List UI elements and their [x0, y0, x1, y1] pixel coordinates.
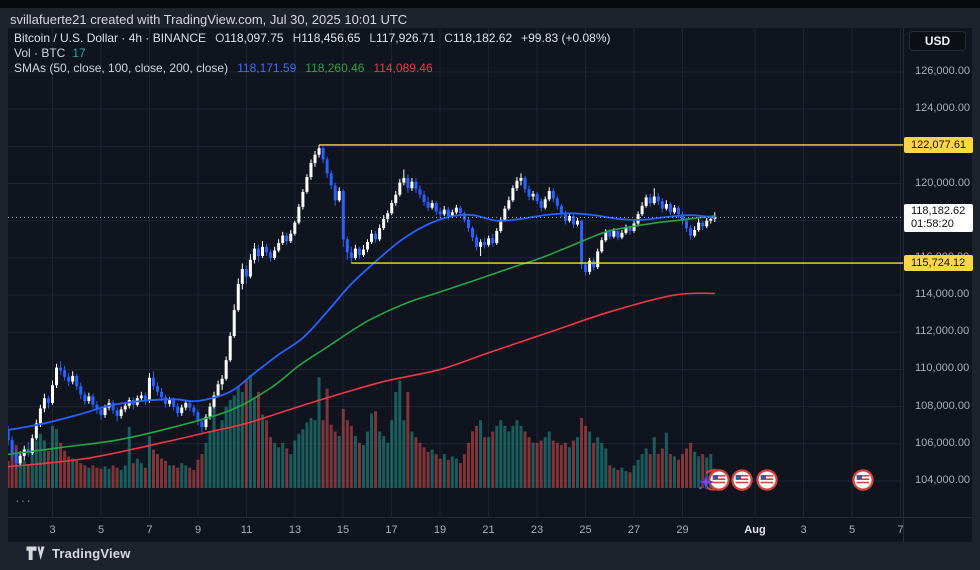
legend-sma-row: SMAs (50, close, 100, close, 200, close)… — [14, 61, 611, 76]
time-axis-label: 29 — [676, 524, 689, 536]
close-label: C — [444, 31, 453, 45]
high-label: H — [292, 31, 302, 45]
legend-symbol-row: Bitcoin / U.S. Dollar · 4h · BINANCE O118… — [14, 31, 611, 46]
tradingview-logo[interactable]: TradingView — [26, 546, 131, 561]
sparkle-marker-icon[interactable] — [698, 474, 714, 490]
economic-event-flag-icon[interactable] — [850, 469, 876, 491]
price-axis-label: 114,000.00 — [915, 288, 970, 301]
tradingview-logo-icon — [26, 546, 45, 560]
time-axis-label: 27 — [627, 524, 641, 536]
legend-more-ellipsis[interactable]: ··· — [15, 492, 32, 508]
time-axis-label: 5 — [97, 524, 105, 536]
chart-legend: Bitcoin / U.S. Dollar · 4h · BINANCE O118… — [14, 31, 611, 76]
time-axis-label: 7 — [146, 524, 153, 536]
price-axis-label: 112,000.00 — [915, 325, 970, 338]
open-value: 118,097.75 — [224, 31, 284, 45]
price-axis-label: 120,000.00 — [915, 176, 971, 189]
economic-event-flag-icon[interactable] — [706, 469, 732, 491]
price-axis-label: 108,000.00 — [915, 399, 971, 412]
time-axis-label: 11 — [240, 524, 253, 536]
sma100-value: 118,260.46 — [305, 61, 365, 75]
time-axis-label: 15 — [336, 524, 350, 536]
volume-value: 17 — [72, 46, 86, 60]
open-label: O — [215, 31, 225, 45]
candlestick-chart[interactable] — [8, 28, 903, 517]
time-axis-label: 23 — [530, 524, 544, 536]
currency-toggle-button[interactable]: USD — [909, 31, 966, 51]
price-axis-label: 126,000.00 — [915, 65, 971, 77]
time-axis-label: 13 — [288, 524, 302, 536]
price-axis-label: 110,000.00 — [915, 362, 970, 375]
tradingview-logo-text: TradingView — [52, 546, 131, 561]
time-axis-label: 7 — [897, 524, 904, 536]
time-axis[interactable]: 3 5 7 9 11 13 15 17 19 21 23 25 27 29 Aug 3 5 7 — [8, 517, 972, 543]
time-axis-label: Aug — [744, 524, 766, 536]
low-value: 117,926.71 — [376, 31, 436, 45]
low-label: L — [369, 31, 377, 45]
legend-volume-row: Vol · BTC 17 — [14, 46, 611, 61]
time-axis-label: 3 — [49, 524, 56, 536]
chart-panel: Bitcoin / U.S. Dollar · 4h · BINANCE O118… — [8, 28, 973, 543]
change-value: +99.83 (+0.08%) — [521, 31, 611, 45]
sma50-value: 118,171.59 — [237, 61, 297, 75]
last-price-countdown-label: 118,182.62 01:58:20 — [904, 204, 973, 233]
price-axis[interactable]: USD 126,000.00124,000.00120,000.00116,00… — [903, 28, 973, 542]
price-axis-label: 104,000.00 — [915, 473, 971, 486]
economic-event-flag-icon[interactable] — [729, 469, 755, 491]
chart-canvas[interactable] — [8, 28, 903, 517]
attribution-text: svillafuerte21 created with TradingView.… — [10, 12, 408, 27]
smas-label: SMAs (50, close, 100, close, 200, close) — [14, 61, 229, 75]
price-axis-label: 106,000.00 — [915, 436, 971, 449]
sma200-value: 114,089.46 — [373, 61, 433, 75]
close-value: 118,182.62 — [452, 31, 513, 45]
time-axis-label: 21 — [482, 524, 495, 536]
economic-event-flag-icon[interactable] — [754, 469, 780, 491]
price-axis-label: 124,000.00 — [915, 102, 971, 115]
time-axis-label: 9 — [194, 524, 202, 536]
last-price-value: 118,182.62 — [911, 205, 966, 218]
time-axis-label: 25 — [579, 524, 592, 536]
symbol-title: Bitcoin / U.S. Dollar · 4h · BINANCE — [14, 31, 207, 45]
level-price-label: 115,724.12 — [904, 255, 973, 272]
time-axis-label: 17 — [385, 524, 398, 536]
app-frame: svillafuerte21 created with TradingView.… — [0, 8, 980, 570]
level-price-label: 122,077.61 — [904, 136, 973, 153]
time-axis-label: 19 — [433, 524, 447, 536]
bar-countdown: 01:58:20 — [911, 218, 954, 231]
high-value: 118,456.65 — [301, 31, 361, 45]
volume-label: Vol · BTC — [14, 46, 66, 60]
time-axis-label: 3 — [800, 524, 807, 536]
time-axis-label: 5 — [848, 524, 856, 536]
